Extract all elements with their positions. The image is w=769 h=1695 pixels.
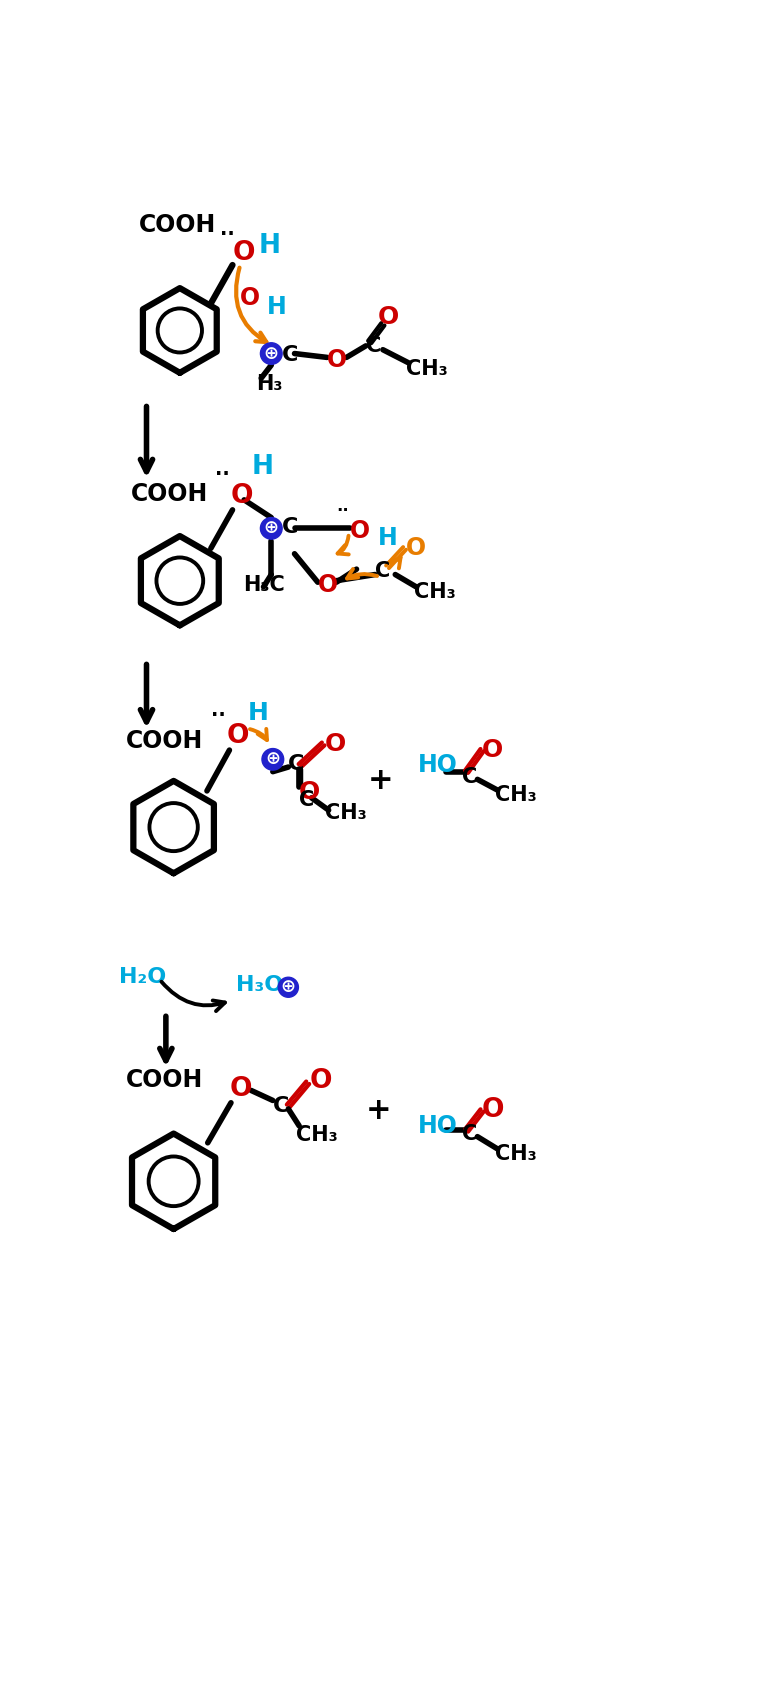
Text: HO: HO <box>418 754 458 778</box>
Text: H: H <box>251 454 273 480</box>
Text: HO: HO <box>418 1114 458 1137</box>
Text: O: O <box>406 536 426 561</box>
Text: CH₃: CH₃ <box>325 803 367 824</box>
Text: O: O <box>309 1068 331 1095</box>
Text: O: O <box>378 305 398 329</box>
Text: O: O <box>482 1097 504 1124</box>
Text: O: O <box>226 724 249 749</box>
Text: C: C <box>375 561 391 581</box>
Text: H₃: H₃ <box>256 375 282 395</box>
Text: O: O <box>318 573 338 597</box>
Text: O: O <box>240 286 261 310</box>
Text: COOH: COOH <box>131 483 208 507</box>
Text: ··: ·· <box>211 705 226 725</box>
Text: CH₃: CH₃ <box>296 1125 338 1146</box>
Text: H: H <box>378 527 398 551</box>
Text: O: O <box>230 483 253 508</box>
Text: O: O <box>299 780 321 805</box>
Text: H: H <box>248 702 268 725</box>
Text: COOH: COOH <box>138 214 216 237</box>
Text: O: O <box>232 241 255 266</box>
Text: O: O <box>482 737 504 763</box>
Circle shape <box>261 517 282 539</box>
Text: O: O <box>327 347 347 371</box>
Text: ··: ·· <box>336 502 349 520</box>
Text: ⊕: ⊕ <box>264 344 279 363</box>
Text: C: C <box>282 346 298 364</box>
Text: O: O <box>229 1076 252 1102</box>
Text: O: O <box>325 732 346 756</box>
Text: C: C <box>366 336 381 356</box>
Text: ··: ·· <box>215 464 230 485</box>
Text: ⊕: ⊕ <box>265 751 281 768</box>
Text: H: H <box>259 232 281 259</box>
Text: O: O <box>351 519 371 542</box>
Text: +: + <box>366 1097 391 1125</box>
Text: H₃C: H₃C <box>243 575 285 595</box>
Text: H: H <box>267 295 286 319</box>
Circle shape <box>261 342 282 364</box>
Text: CH₃: CH₃ <box>406 359 448 380</box>
Text: +: + <box>368 766 393 795</box>
Text: C: C <box>273 1097 289 1115</box>
Text: COOH: COOH <box>125 729 203 753</box>
Text: H₃O: H₃O <box>235 975 283 995</box>
Text: CH₃: CH₃ <box>414 583 455 602</box>
Text: C: C <box>282 517 298 537</box>
Text: ··: ·· <box>221 225 235 244</box>
Text: COOH: COOH <box>125 1068 203 1092</box>
Text: ⊕: ⊕ <box>281 978 296 997</box>
Text: C: C <box>299 790 315 810</box>
Text: CH₃: CH₃ <box>495 1144 537 1163</box>
Text: C: C <box>462 1124 478 1144</box>
Text: C: C <box>288 754 305 775</box>
Text: H₂O: H₂O <box>119 968 167 986</box>
Text: ⊕: ⊕ <box>264 519 279 537</box>
Text: C: C <box>462 768 478 786</box>
Circle shape <box>262 749 284 770</box>
Text: CH₃: CH₃ <box>495 785 537 805</box>
Circle shape <box>278 978 298 997</box>
